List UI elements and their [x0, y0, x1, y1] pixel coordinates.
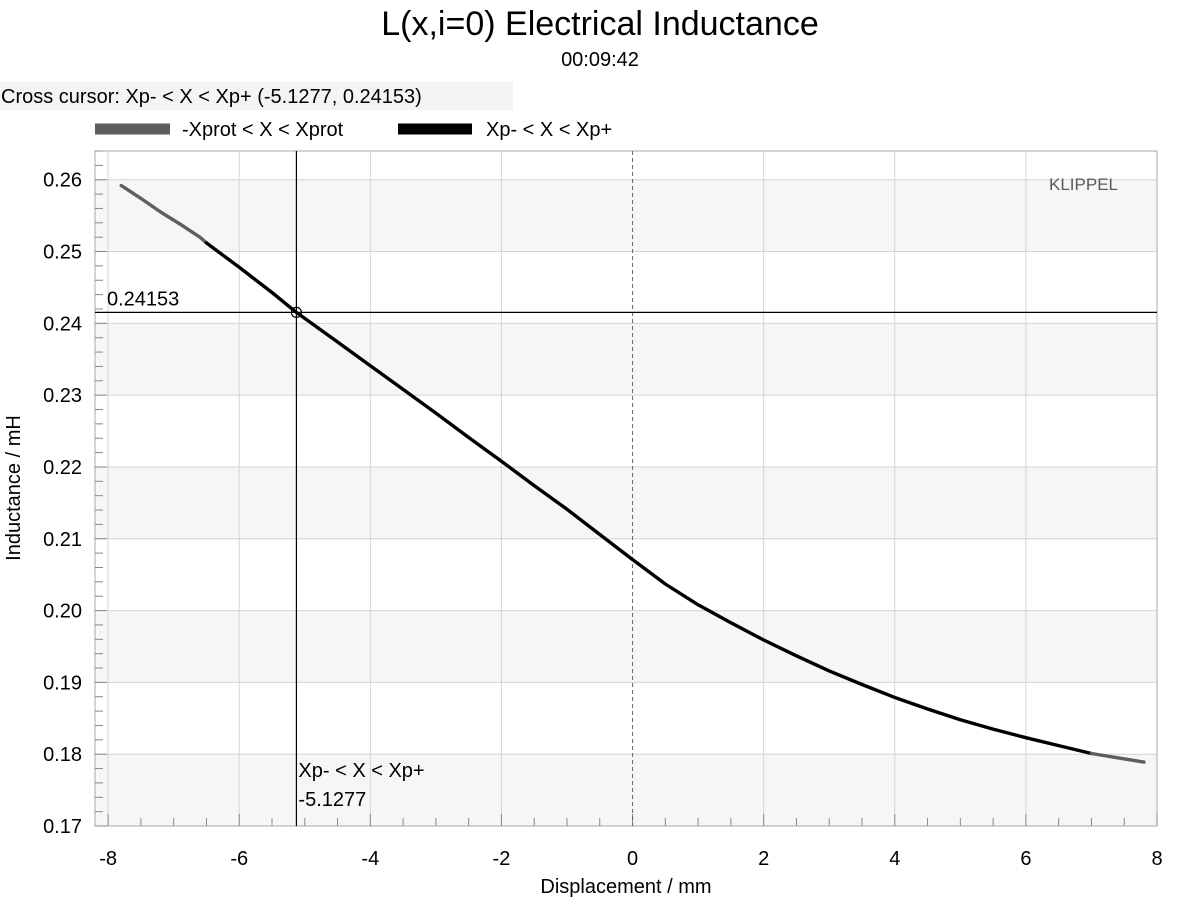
legend-label-xprot: -Xprot < X < Xprot [182, 119, 344, 141]
legend[interactable]: -Xprot < X < Xprot Xp- < X < Xp+ [95, 119, 612, 141]
background-band [95, 754, 1157, 826]
background-band [95, 466, 1157, 539]
cursor-series-label: Xp- < X < Xp+ [298, 760, 424, 782]
series-group [119, 183, 1146, 764]
y-tick-label: 0.20 [43, 601, 82, 623]
x-tick-label: 6 [1020, 848, 1031, 870]
x-tick-label: -4 [361, 848, 379, 870]
x-tick-label: -6 [230, 848, 248, 870]
y-tick-label: 0.21 [43, 529, 82, 551]
x-axis-tick-labels: -8 -6 -4 -2 0 2 4 6 8 [99, 848, 1162, 870]
plot-background-bands [95, 179, 1157, 826]
y-tick-label: 0.26 [43, 170, 82, 192]
minor-ticks [95, 150, 1158, 827]
cross-cursor[interactable]: 0.24153 Xp- < X < Xp+ -5.1277 [95, 151, 1157, 826]
chart-subtitle: 00:09:42 [561, 49, 639, 71]
legend-label-xp: Xp- < X < Xp+ [486, 119, 612, 141]
y-tick-label: 0.18 [43, 744, 82, 766]
x-tick-label: 8 [1151, 848, 1162, 870]
cursor-info-background [0, 82, 513, 110]
series-line-1 [204, 241, 1094, 756]
y-axis-tick-labels: 0.17 0.18 0.19 0.20 0.21 0.22 0.23 0.24 0.25 0.26 [43, 170, 82, 838]
y-tick-label: 0.23 [43, 385, 82, 407]
plot-frame [94, 150, 1158, 827]
x-tick-label: -8 [99, 848, 117, 870]
cursor-marker[interactable] [290, 306, 303, 318]
background-band [95, 179, 1157, 252]
cursor-y-value: 0.24153 [107, 288, 179, 310]
x-tick-label: 4 [889, 848, 900, 870]
y-tick-label: 0.24 [43, 313, 82, 335]
x-tick-label: 2 [758, 848, 769, 870]
series-line-0 [119, 183, 209, 245]
x-tick-label: -2 [493, 848, 511, 870]
y-tick-label: 0.25 [43, 242, 82, 264]
y-tick-label: 0.17 [43, 816, 82, 838]
series-line-2 [1089, 751, 1146, 764]
y-tick-label: 0.19 [43, 672, 82, 694]
cursor-x-value: -5.1277 [298, 789, 366, 811]
y-tick-label: 0.22 [43, 457, 82, 479]
x-axis-label: Displacement / mm [540, 876, 711, 898]
cursor-info-text: Cross cursor: Xp- < X < Xp+ (-5.1277, 0.… [1, 86, 422, 108]
chart-title: L(x,i=0) Electrical Inductance [381, 5, 818, 43]
background-band [95, 610, 1157, 683]
y-axis-label: Inductance / mH [3, 415, 25, 561]
background-band [95, 323, 1157, 396]
x-tick-label: 0 [627, 848, 638, 870]
klippel-watermark: KLIPPEL [1049, 175, 1118, 194]
